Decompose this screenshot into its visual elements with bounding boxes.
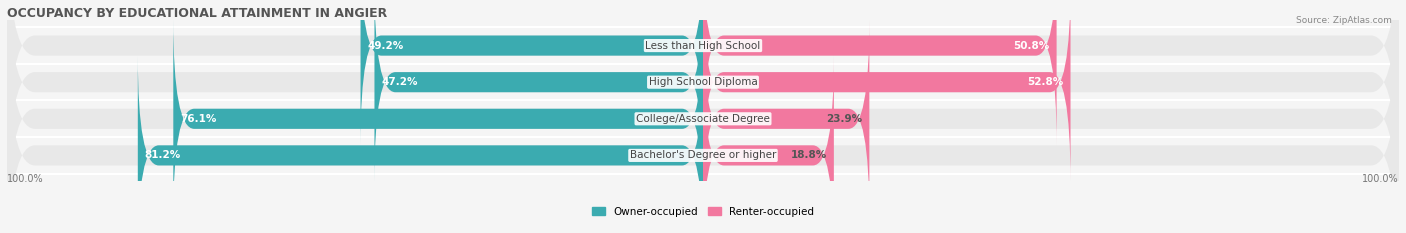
Text: Less than High School: Less than High School — [645, 41, 761, 51]
Text: College/Associate Degree: College/Associate Degree — [636, 114, 770, 124]
Text: Source: ZipAtlas.com: Source: ZipAtlas.com — [1296, 16, 1392, 25]
Text: 100.0%: 100.0% — [7, 174, 44, 184]
Text: 52.8%: 52.8% — [1028, 77, 1063, 87]
FancyBboxPatch shape — [703, 0, 1070, 182]
Text: 76.1%: 76.1% — [180, 114, 217, 124]
Text: 100.0%: 100.0% — [1362, 174, 1399, 184]
FancyBboxPatch shape — [703, 0, 1056, 145]
Text: Bachelor's Degree or higher: Bachelor's Degree or higher — [630, 151, 776, 160]
FancyBboxPatch shape — [703, 56, 834, 233]
Legend: Owner-occupied, Renter-occupied: Owner-occupied, Renter-occupied — [588, 202, 818, 221]
FancyBboxPatch shape — [7, 0, 1399, 233]
Text: 50.8%: 50.8% — [1014, 41, 1050, 51]
FancyBboxPatch shape — [7, 19, 1399, 233]
FancyBboxPatch shape — [374, 0, 703, 182]
Text: 47.2%: 47.2% — [381, 77, 418, 87]
Text: 18.8%: 18.8% — [790, 151, 827, 160]
FancyBboxPatch shape — [138, 56, 703, 233]
Text: 81.2%: 81.2% — [145, 151, 181, 160]
Text: 23.9%: 23.9% — [827, 114, 862, 124]
FancyBboxPatch shape — [7, 0, 1399, 182]
FancyBboxPatch shape — [360, 0, 703, 145]
Text: 49.2%: 49.2% — [367, 41, 404, 51]
Text: OCCUPANCY BY EDUCATIONAL ATTAINMENT IN ANGIER: OCCUPANCY BY EDUCATIONAL ATTAINMENT IN A… — [7, 7, 387, 20]
FancyBboxPatch shape — [7, 0, 1399, 219]
FancyBboxPatch shape — [173, 19, 703, 219]
FancyBboxPatch shape — [703, 19, 869, 219]
Text: High School Diploma: High School Diploma — [648, 77, 758, 87]
